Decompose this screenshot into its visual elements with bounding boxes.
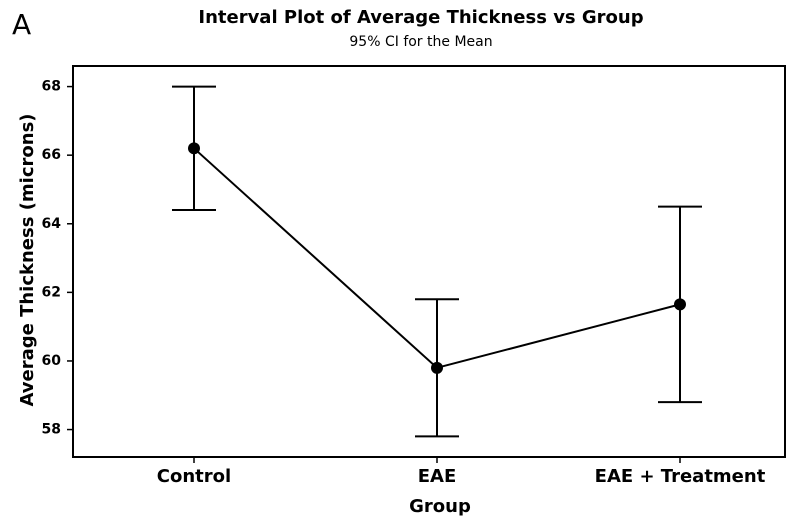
x-tick-label: EAE + Treatment (595, 466, 766, 487)
chart-title: Interval Plot of Average Thickness vs Gr… (198, 7, 643, 28)
y-tick-label: 66 (42, 147, 61, 163)
y-tick-label: 60 (42, 353, 62, 369)
x-axis-label: Group (409, 496, 471, 517)
chart-subtitle: 95% CI for the Mean (349, 34, 492, 50)
x-tick-label: EAE (418, 466, 457, 487)
y-tick-label: 68 (42, 79, 61, 95)
y-tick-label: 62 (42, 284, 61, 300)
mean-point (674, 298, 686, 311)
panel-label: A (12, 8, 31, 41)
mean-point (188, 142, 200, 155)
mean-point (431, 361, 443, 374)
y-tick-label: 64 (42, 216, 62, 232)
plot-frame (72, 65, 786, 458)
y-tick-label: 58 (42, 422, 61, 438)
x-tick-label: Control (157, 466, 231, 487)
y-axis-label: Average Thickness (microns) (17, 113, 38, 406)
